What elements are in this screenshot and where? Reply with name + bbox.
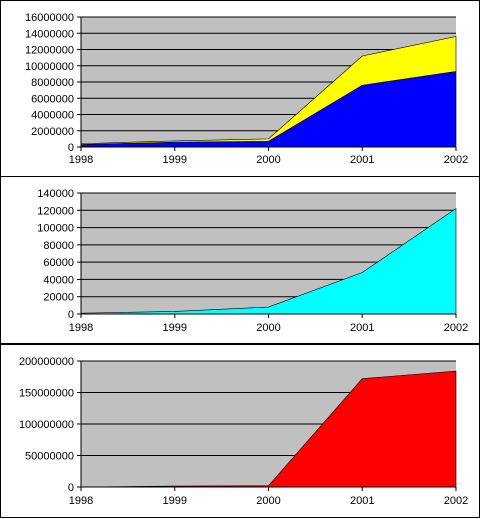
x-tick-label: 2000 [256, 495, 280, 507]
x-tick-label: 2001 [350, 322, 374, 334]
y-tick-label: 0 [68, 142, 74, 154]
y-tick-label: 4000000 [31, 110, 74, 122]
x-tick-label: 2002 [444, 495, 468, 507]
area-series-2 [80, 36, 457, 145]
y-tick-label: 100000000 [19, 419, 74, 431]
y-tick-label: 40000 [43, 274, 74, 286]
x-tick-label: 2000 [256, 322, 280, 334]
chart-panel-1: 0 2000000 4000000 6000000 8000000 10000000 120… [0, 0, 480, 177]
x-tick-label: 1998 [69, 322, 93, 334]
y-tick-label: 10000000 [25, 61, 74, 73]
area-chart-1: 0 2000000 4000000 6000000 8000000 10000000 120… [25, 12, 468, 166]
x-tick-label: 1999 [163, 495, 187, 507]
x-tick-label: 2002 [444, 322, 468, 334]
x-tick-label: 1998 [69, 154, 93, 166]
y-tick-label: 0 [68, 309, 74, 321]
chart-panel-3: 0 50000000 100000000 150000000 200000000 1998… [0, 344, 480, 518]
y-tick-label: 14000000 [25, 28, 74, 40]
y-tick-label: 80000 [43, 240, 74, 252]
y-tick-label: 16000000 [25, 12, 74, 24]
x-tick-label: 1998 [69, 495, 93, 507]
chart-panel-2: 0 20000 40000 60000 80000 100000 120000 140000 1… [0, 176, 480, 344]
x-tick-label: 1999 [163, 154, 187, 166]
area-chart-3: 0 50000000 100000000 150000000 200000000 1998… [19, 356, 468, 507]
y-tick-label: 20000 [43, 292, 74, 304]
x-tick-label: 2000 [256, 154, 280, 166]
y-tick-label: 6000000 [31, 93, 74, 105]
y-tick-label: 150000000 [19, 388, 74, 400]
x-tick-label: 2001 [350, 495, 374, 507]
y-tick-label: 8000000 [31, 77, 74, 89]
y-tick-label: 200000000 [19, 356, 74, 368]
y-tick-label: 12000000 [25, 45, 74, 57]
area-chart-2: 0 20000 40000 60000 80000 100000 120000 140000 1… [37, 188, 468, 334]
y-tick-label: 60000 [43, 257, 74, 269]
y-tick-label: 140000 [37, 188, 74, 200]
x-tick-label: 2001 [350, 154, 374, 166]
y-tick-label: 50000000 [25, 451, 74, 463]
y-tick-label: 0 [68, 482, 74, 494]
y-tick-label: 2000000 [31, 126, 74, 138]
x-tick-label: 1999 [163, 322, 187, 334]
y-tick-label: 120000 [37, 205, 74, 217]
x-tick-label: 2002 [444, 154, 468, 166]
y-tick-label: 100000 [37, 223, 74, 235]
